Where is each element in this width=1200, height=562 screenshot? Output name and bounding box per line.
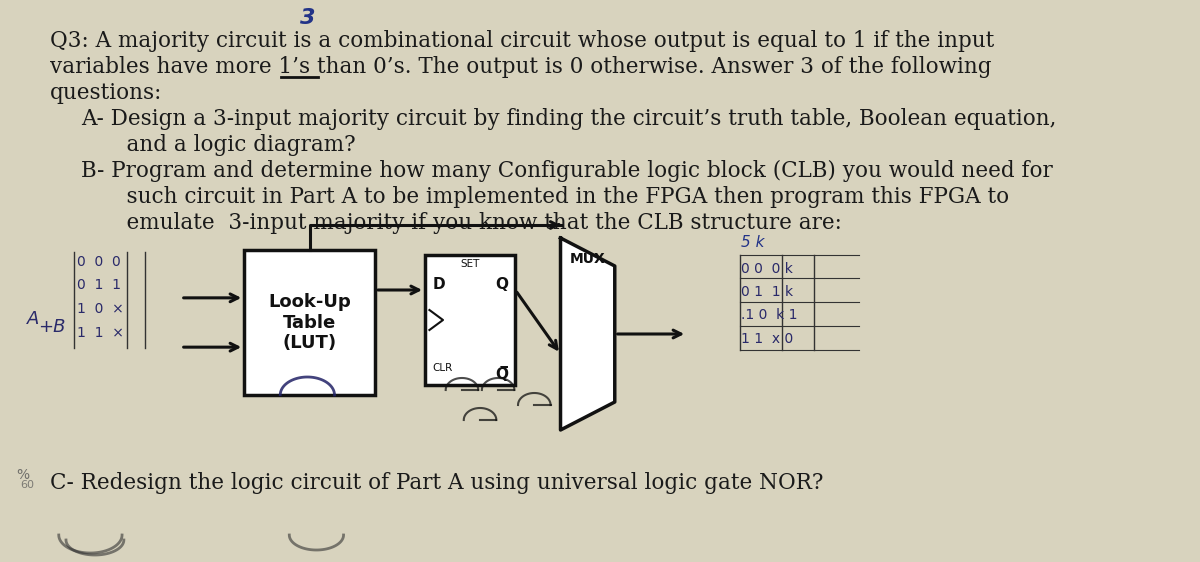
- Text: Q3: A majority circuit is a combinational circuit whose output is equal to 1 if : Q3: A majority circuit is a combinationa…: [49, 30, 994, 52]
- Text: 3: 3: [300, 8, 316, 28]
- Text: .1 0  k 1: .1 0 k 1: [742, 308, 798, 322]
- Text: questions:: questions:: [49, 82, 162, 104]
- Text: variables have more 1’s than 0’s. The output is 0 otherwise. Answer 3 of the fol: variables have more 1’s than 0’s. The ou…: [49, 56, 991, 78]
- Text: C- Redesign the logic circuit of Part A using universal logic gate NOR?: C- Redesign the logic circuit of Part A …: [49, 472, 823, 494]
- Text: Look-Up
Table
(LUT): Look-Up Table (LUT): [269, 293, 352, 352]
- Text: B- Program and determine how many Configurable logic block (CLB) you would need : B- Program and determine how many Config…: [82, 160, 1054, 182]
- Text: 0 1  1 k: 0 1 1 k: [742, 285, 793, 299]
- Text: emulate  3-input majority if you know that the CLB structure are:: emulate 3-input majority if you know tha…: [100, 212, 842, 234]
- Text: D: D: [432, 277, 445, 292]
- Text: 60: 60: [20, 480, 34, 490]
- Text: Q̅: Q̅: [496, 367, 508, 382]
- Text: 1 1  x 0: 1 1 x 0: [742, 332, 793, 346]
- Text: A- Design a 3-input majority circuit by finding the circuit’s truth table, Boole: A- Design a 3-input majority circuit by …: [82, 108, 1057, 130]
- Text: SET: SET: [461, 259, 480, 269]
- Text: 5 k: 5 k: [742, 235, 764, 250]
- Polygon shape: [560, 238, 614, 430]
- Text: %: %: [17, 468, 29, 482]
- Text: 0  1  1: 0 1 1: [77, 278, 121, 292]
- Text: MUX: MUX: [570, 252, 606, 266]
- Text: 0 0  0 k: 0 0 0 k: [742, 262, 793, 276]
- Text: 1  1  ×: 1 1 ×: [77, 326, 124, 340]
- Text: +B: +B: [38, 318, 66, 336]
- Text: A: A: [28, 310, 40, 328]
- Bar: [425, 255, 515, 385]
- Text: 0  0  0: 0 0 0: [77, 255, 120, 269]
- Text: Q: Q: [496, 277, 508, 292]
- Text: 1  0  ×: 1 0 ×: [77, 302, 124, 316]
- Text: and a logic diagram?: and a logic diagram?: [100, 134, 356, 156]
- Text: such circuit in Part A to be implemented in the FPGA then program this FPGA to: such circuit in Part A to be implemented…: [100, 186, 1009, 208]
- Bar: [244, 250, 376, 395]
- Text: CLR: CLR: [432, 363, 452, 373]
